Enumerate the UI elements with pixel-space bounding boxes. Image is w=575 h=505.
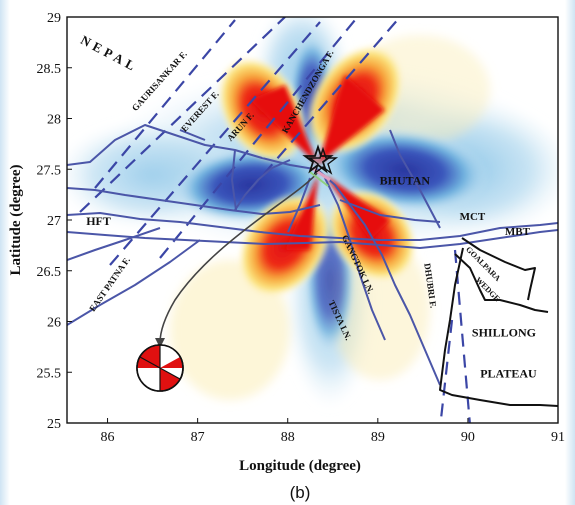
y-tick-label: 28 <box>47 113 61 128</box>
y-tick-label: 25.5 <box>37 366 62 381</box>
arrow-head <box>155 338 165 348</box>
y-tick-label: 28.5 <box>37 62 62 77</box>
map-label-mct: MCT <box>460 211 486 223</box>
right-edge-shade <box>565 0 575 505</box>
y-tick-label: 29 <box>47 11 61 26</box>
x-tick-label: 87 <box>191 430 205 445</box>
y-axis-ticks: 25 25.5 26 26.5 27 27.5 28 28.5 29 <box>37 11 72 432</box>
y-axis-title: Latitude (degree) <box>8 165 24 276</box>
dashed-lineaments <box>79 17 471 423</box>
y-tick-label: 26 <box>47 316 61 331</box>
y-tick-label: 27.5 <box>37 163 62 178</box>
y-tick-label: 27 <box>47 214 61 229</box>
fault-traces <box>67 124 558 386</box>
figure-caption: (b) <box>290 483 311 502</box>
map-label-hft: HFT <box>86 214 111 228</box>
map-label-bhutan: BHUTAN <box>380 173 431 187</box>
arrow-to-beachball <box>159 171 319 344</box>
map-label-plateau: PLATEAU <box>480 366 537 380</box>
y-tick-label: 26.5 <box>37 265 62 280</box>
shillong-plateau-boundary <box>439 237 559 407</box>
x-tick-label: 86 <box>101 430 115 445</box>
x-axis-ticks: 86 87 88 89 90 91 <box>101 418 565 445</box>
map-label-shillong: SHILLONG <box>472 326 536 340</box>
epicenter-marker <box>302 144 339 187</box>
x-tick-label: 89 <box>371 430 385 445</box>
x-tick-label: 88 <box>281 430 295 445</box>
left-edge-shade <box>0 0 10 505</box>
x-axis-title: Longitude (degree) <box>239 458 361 474</box>
y-tick-label: 25 <box>47 417 61 432</box>
focal-mechanism-beachball <box>136 344 184 392</box>
map-label-mbt: MBT <box>505 226 531 238</box>
x-tick-label: 91 <box>551 430 565 445</box>
x-tick-label: 90 <box>461 430 475 445</box>
